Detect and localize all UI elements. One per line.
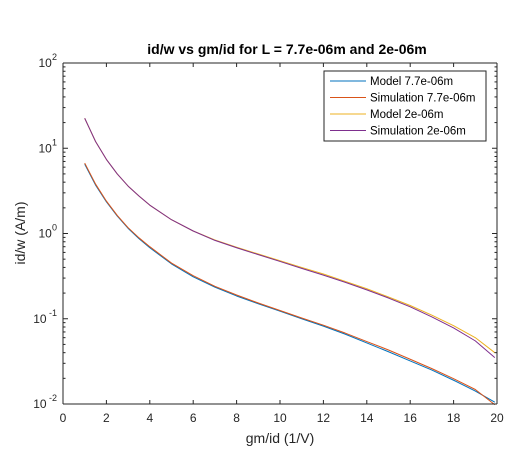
y-tick-exponent: 0 (52, 223, 57, 233)
x-tick-label: 10 (273, 411, 287, 425)
series-line-simulation-2e-06m (84, 118, 496, 358)
chart-title: id/w vs gm/id for L = 7.7e-06m and 2e-06… (147, 41, 426, 57)
y-tick-exponent: 2 (52, 52, 57, 62)
x-tick-label: 0 (60, 411, 67, 425)
x-tick-label: 18 (447, 411, 461, 425)
x-tick-label: 2 (103, 411, 110, 425)
y-tick-label: 110 (38, 137, 57, 155)
legend-label: Model 2e-06m (370, 109, 444, 121)
x-tick-label: 14 (360, 411, 374, 425)
ticks-layer (62, 62, 498, 405)
y-tick-exponent: -1 (49, 308, 57, 318)
legend-entries: Model 7.7e-06m Simulation 7.7e-06m Model 2… (330, 76, 475, 138)
series-line-simulation-7-7e-06m (84, 162, 496, 406)
legend-box (323, 70, 487, 142)
x-tick-label: 20 (490, 411, 504, 425)
y-tick-exponent: -2 (49, 393, 57, 403)
y-tick-label: 210 (38, 52, 57, 70)
legend-label: Simulation 7.7e-06m (370, 93, 475, 105)
legend-label: Simulation 2e-06m (370, 126, 466, 138)
x-tick-labels: 0 2 4 6 8 10 12 14 16 18 20 (60, 411, 504, 425)
y-tick-label: -110 (33, 308, 57, 326)
series-layer (84, 118, 496, 406)
legend-label: Model 7.7e-06m (370, 76, 453, 88)
y-tick-base: 10 (33, 397, 47, 411)
y-tick-label: 010 (38, 223, 57, 241)
x-tick-label: 8 (233, 411, 240, 425)
y-tick-base: 10 (33, 312, 47, 326)
x-tick-label: 16 (404, 411, 418, 425)
y-tick-label: -210 (33, 393, 57, 411)
x-tick-label: 4 (146, 411, 153, 425)
x-tick-label: 6 (190, 411, 197, 425)
y-tick-base: 10 (38, 141, 52, 155)
x-tick-label: 12 (317, 411, 331, 425)
legend: Model 7.7e-06m Simulation 7.7e-06m Model 2… (323, 70, 487, 142)
y-tick-exponent: 1 (52, 137, 57, 147)
y-tick-base: 10 (38, 56, 52, 70)
y-tick-base: 10 (38, 227, 52, 241)
x-axis-label: gm/id (1/V) (246, 430, 314, 446)
y-axis-label: id/w (A/m) (12, 202, 28, 265)
